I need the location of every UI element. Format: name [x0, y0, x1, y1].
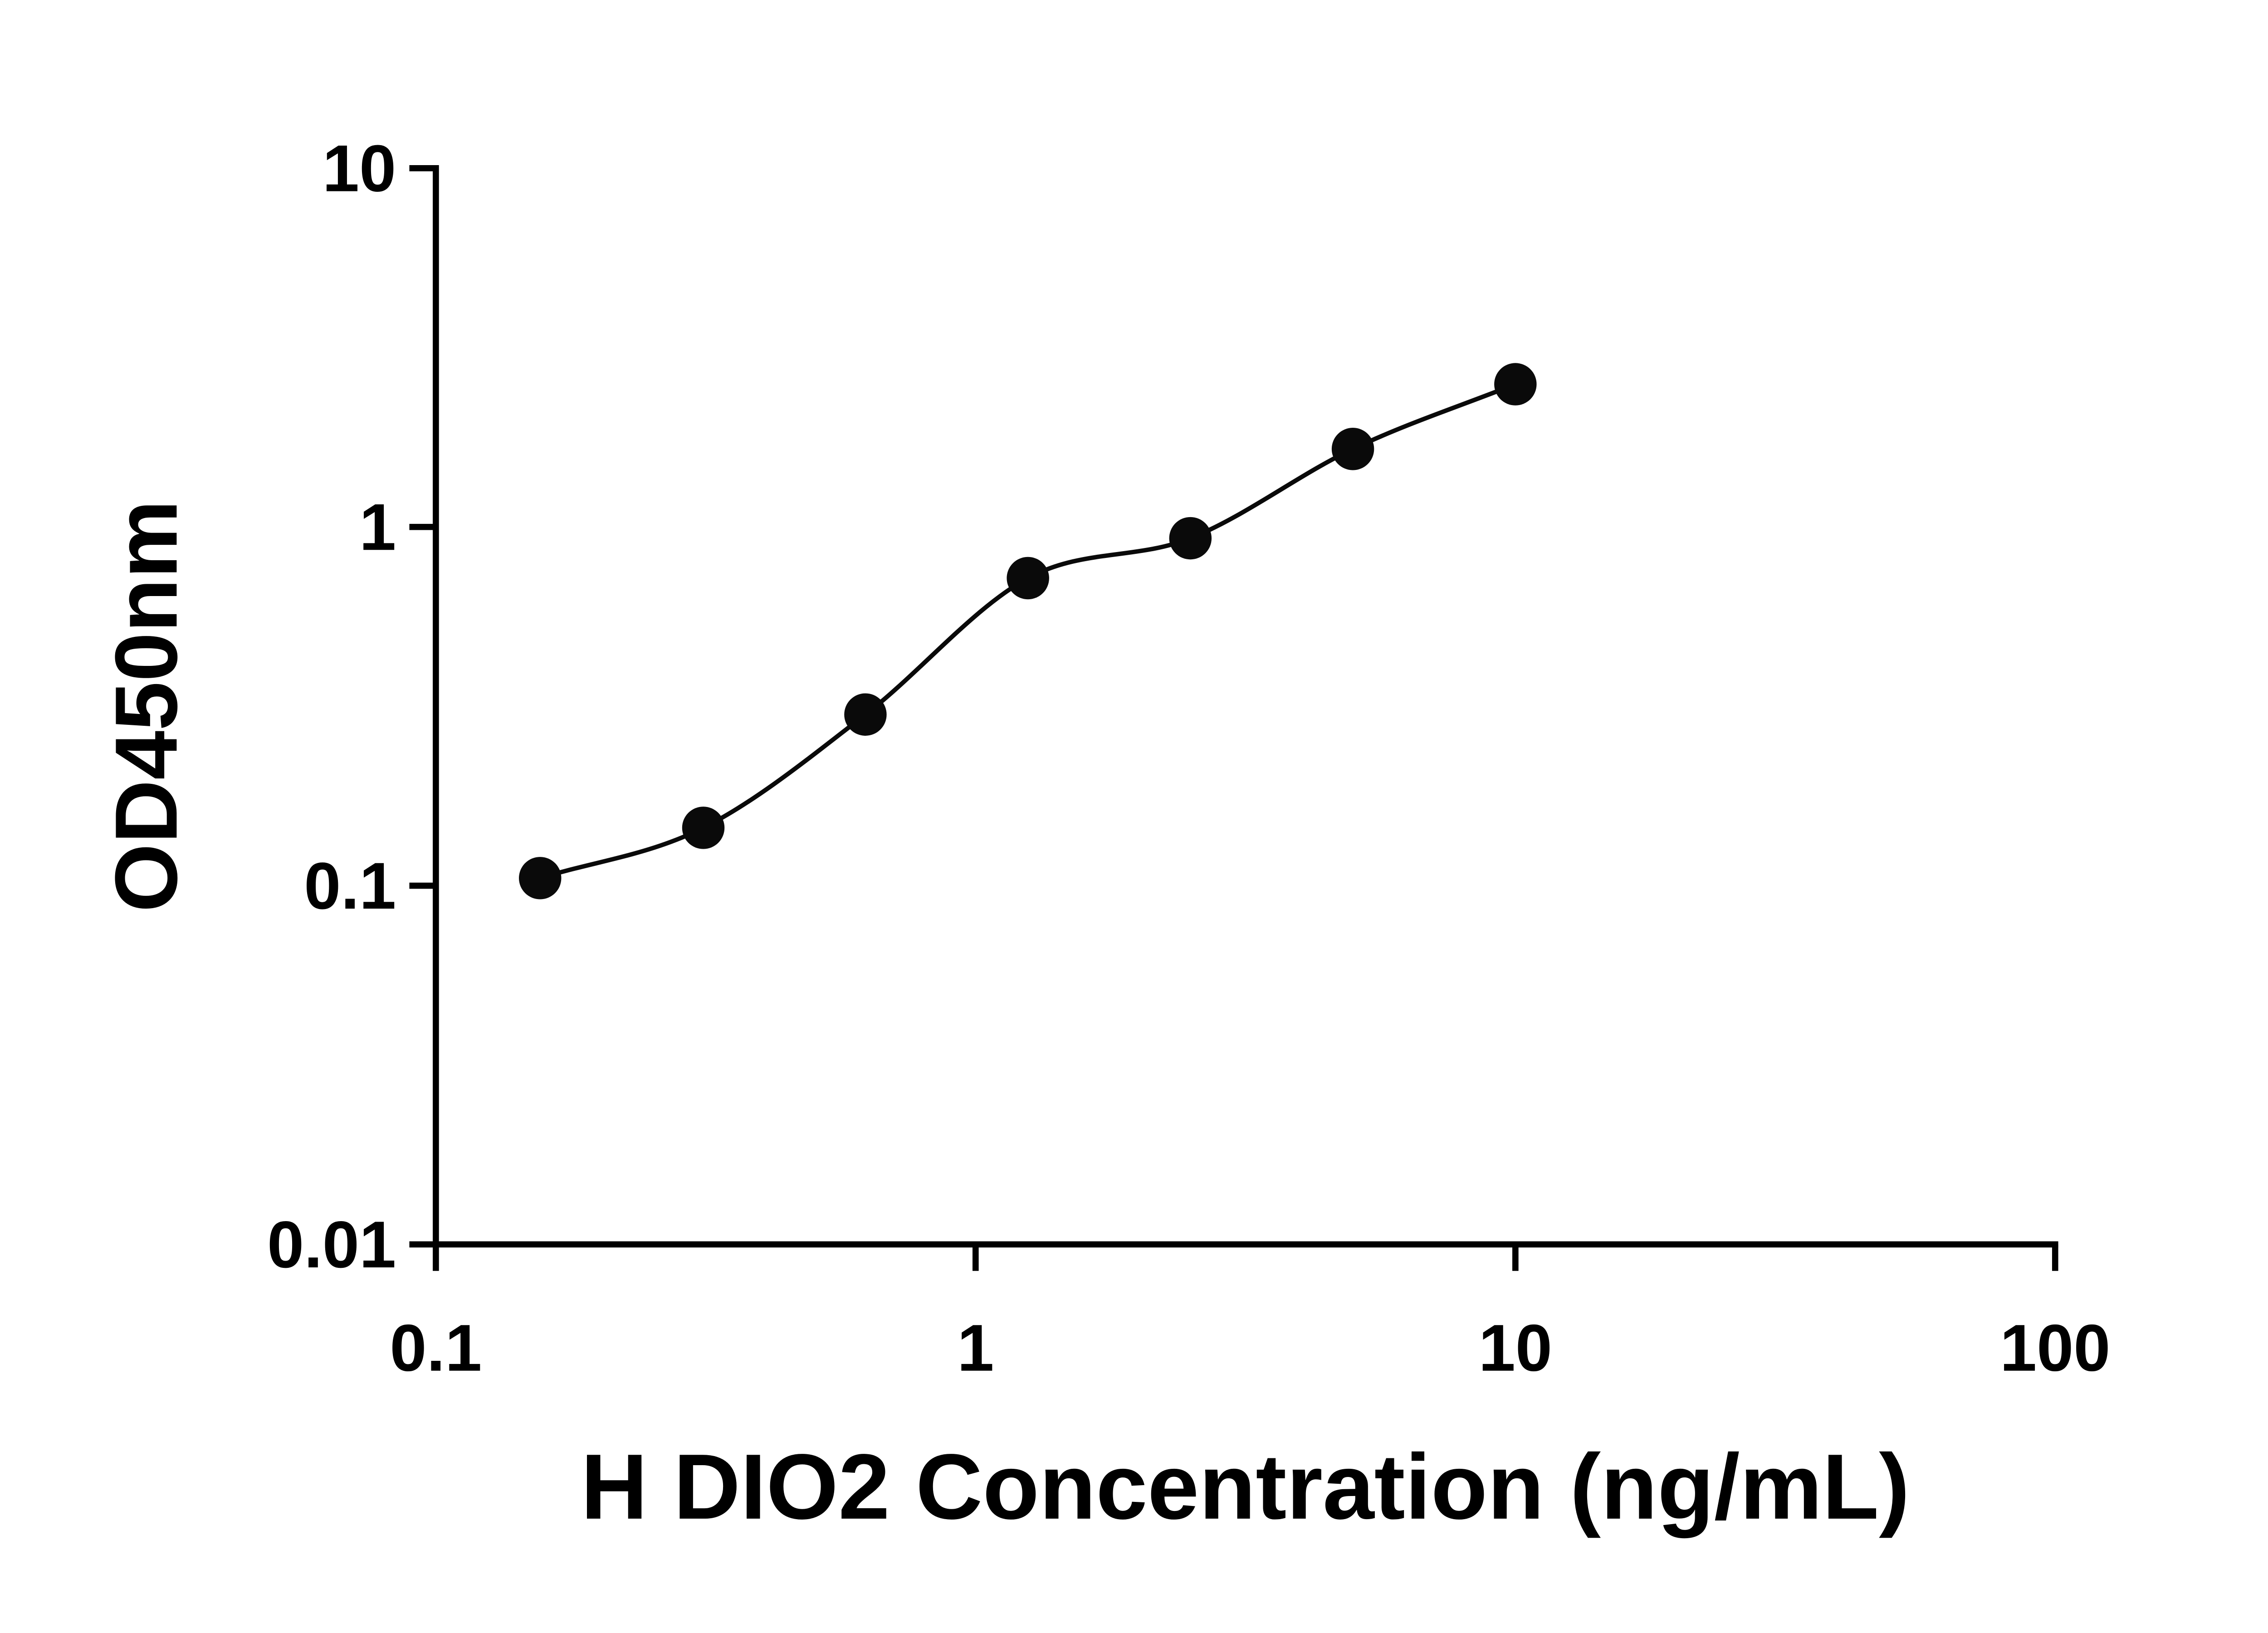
- y-tick-label-0.1: 0.1: [304, 849, 396, 923]
- data-point-1: [682, 807, 725, 849]
- data-point-3: [1007, 557, 1049, 600]
- tick-marks-group: [409, 165, 2058, 1271]
- axis-spine: [433, 165, 2058, 1248]
- data-point-5: [1331, 428, 1374, 470]
- y-axis-title: OD450nm: [97, 500, 196, 912]
- y-tick-label-0.01: 0.01: [267, 1208, 396, 1281]
- data-point-2: [844, 693, 887, 736]
- x-axis-title: H DIO2 Concentration (ng/mL): [581, 1435, 1910, 1539]
- x-tick-label-100: 100: [2000, 1311, 2111, 1385]
- data-point-0: [518, 857, 562, 900]
- tick-labels-group: 10 1 0.1 0.01 0.1 1 10 100: [267, 131, 2111, 1384]
- y-tick-label-1: 1: [359, 490, 396, 564]
- data-series-group: [518, 363, 1537, 900]
- data-point-4: [1169, 517, 1212, 560]
- data-point-6: [1494, 363, 1537, 406]
- x-tick-label-0.1: 0.1: [390, 1311, 482, 1385]
- y-tick-label-10: 10: [323, 131, 396, 205]
- x-tick-label-10: 10: [1479, 1311, 1552, 1385]
- x-tick-label-1: 1: [957, 1311, 994, 1385]
